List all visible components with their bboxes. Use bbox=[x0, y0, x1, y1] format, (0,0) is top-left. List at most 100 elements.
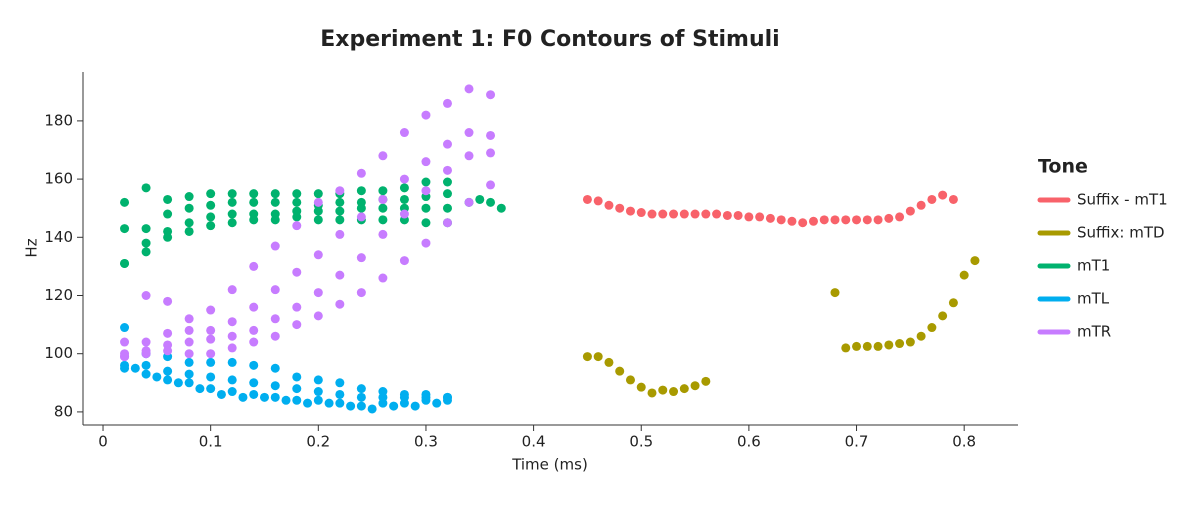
point bbox=[690, 209, 700, 219]
point bbox=[378, 273, 388, 283]
point bbox=[184, 349, 194, 359]
point bbox=[765, 213, 775, 223]
point bbox=[227, 209, 237, 219]
point bbox=[335, 389, 345, 399]
point bbox=[141, 290, 151, 300]
point bbox=[647, 209, 657, 219]
point bbox=[163, 296, 173, 306]
x-tick-label: 0.6 bbox=[737, 433, 761, 451]
point bbox=[852, 215, 862, 225]
point bbox=[249, 215, 259, 225]
point bbox=[292, 267, 302, 277]
point bbox=[120, 258, 130, 268]
point bbox=[120, 352, 130, 362]
point bbox=[184, 378, 194, 388]
point bbox=[776, 215, 786, 225]
point bbox=[464, 84, 474, 94]
chart-title: Experiment 1: F0 Contours of Stimuli bbox=[320, 27, 779, 52]
point bbox=[292, 302, 302, 312]
point bbox=[313, 395, 323, 405]
point bbox=[787, 216, 797, 226]
point bbox=[356, 401, 366, 411]
point bbox=[905, 206, 915, 216]
point bbox=[830, 215, 840, 225]
point bbox=[141, 238, 151, 248]
point bbox=[270, 331, 280, 341]
point bbox=[270, 363, 280, 373]
point bbox=[206, 305, 216, 315]
point bbox=[399, 183, 409, 193]
point bbox=[464, 128, 474, 138]
point bbox=[141, 337, 151, 347]
point bbox=[378, 215, 388, 225]
point bbox=[970, 256, 980, 266]
point bbox=[421, 238, 431, 248]
point bbox=[798, 218, 808, 228]
point bbox=[206, 212, 216, 222]
point bbox=[927, 323, 937, 333]
point bbox=[410, 401, 420, 411]
point bbox=[313, 215, 323, 225]
point bbox=[206, 325, 216, 335]
point bbox=[227, 317, 237, 327]
point bbox=[335, 215, 345, 225]
point bbox=[927, 194, 937, 204]
point bbox=[378, 151, 388, 161]
point bbox=[292, 395, 302, 405]
point bbox=[206, 357, 216, 367]
point bbox=[442, 139, 452, 149]
point bbox=[259, 392, 269, 402]
x-tick-label: 0.2 bbox=[306, 433, 330, 451]
point bbox=[486, 90, 496, 100]
point bbox=[163, 346, 173, 356]
x-tick-label: 0 bbox=[98, 433, 108, 451]
point bbox=[184, 192, 194, 202]
point bbox=[421, 157, 431, 167]
point bbox=[486, 197, 496, 207]
point bbox=[249, 389, 259, 399]
point bbox=[701, 209, 711, 219]
point bbox=[669, 209, 679, 219]
point bbox=[658, 209, 668, 219]
point bbox=[292, 212, 302, 222]
x-tick-label: 0.8 bbox=[952, 433, 976, 451]
point bbox=[227, 331, 237, 341]
point bbox=[313, 288, 323, 298]
point bbox=[852, 341, 862, 351]
point bbox=[658, 385, 668, 395]
point bbox=[335, 206, 345, 216]
point bbox=[120, 363, 130, 373]
point bbox=[421, 395, 431, 405]
point bbox=[292, 189, 302, 199]
point bbox=[195, 384, 205, 394]
point bbox=[227, 197, 237, 207]
point bbox=[249, 197, 259, 207]
point bbox=[442, 395, 452, 405]
point bbox=[442, 189, 452, 199]
legend-label: Suffix: mTD bbox=[1077, 224, 1165, 242]
point bbox=[184, 369, 194, 379]
point bbox=[163, 375, 173, 385]
point bbox=[120, 337, 130, 347]
point bbox=[313, 387, 323, 397]
point bbox=[593, 196, 603, 206]
point bbox=[625, 375, 635, 385]
point bbox=[442, 98, 452, 108]
point bbox=[356, 253, 366, 263]
point bbox=[722, 210, 732, 220]
point bbox=[830, 288, 840, 298]
point bbox=[335, 229, 345, 239]
point bbox=[819, 215, 829, 225]
point bbox=[378, 398, 388, 408]
point bbox=[141, 360, 151, 370]
point bbox=[356, 392, 366, 402]
point bbox=[206, 334, 216, 344]
point bbox=[270, 189, 280, 199]
point bbox=[249, 360, 259, 370]
point bbox=[905, 337, 915, 347]
point bbox=[679, 384, 689, 394]
point bbox=[421, 203, 431, 213]
point bbox=[755, 212, 765, 222]
point bbox=[679, 209, 689, 219]
